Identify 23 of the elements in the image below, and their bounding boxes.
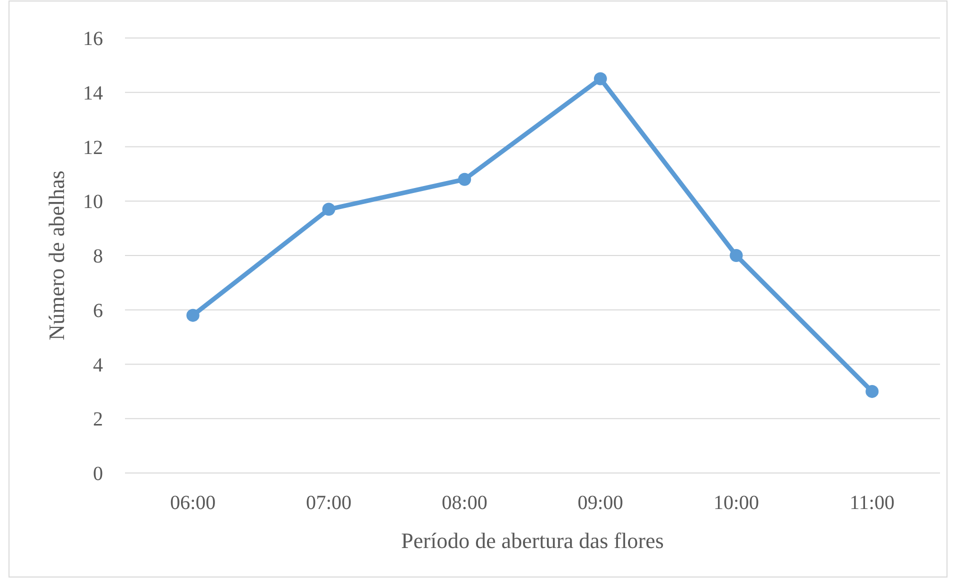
point bbox=[458, 172, 472, 186]
x-tick-label: 07:00 bbox=[306, 492, 352, 514]
point bbox=[322, 202, 336, 216]
y-axis-title: Número de abelhas bbox=[44, 170, 69, 340]
y-tick-label: 0 bbox=[93, 463, 103, 485]
y-tick-label: 6 bbox=[93, 300, 103, 322]
x-tick-label: 09:00 bbox=[578, 492, 624, 514]
y-tick-label: 12 bbox=[83, 136, 103, 159]
point bbox=[866, 384, 879, 398]
x-tick-label: 11:00 bbox=[850, 492, 894, 514]
point bbox=[730, 249, 743, 262]
point bbox=[594, 72, 607, 86]
y-tick-label: 4 bbox=[93, 354, 103, 376]
point bbox=[186, 308, 200, 322]
y-tick-label: 8 bbox=[93, 246, 103, 268]
y-tick-label: 16 bbox=[83, 28, 103, 50]
x-tick-label: 10:00 bbox=[713, 492, 760, 514]
y-tick-label: 10 bbox=[83, 191, 103, 214]
y-tick-label: 14 bbox=[83, 82, 103, 104]
x-tick-label: 08:00 bbox=[442, 492, 488, 514]
y-tick-label: 2 bbox=[93, 408, 103, 431]
x-axis-title: Período de abertura das flores bbox=[401, 528, 664, 553]
x-tick-label: 06:00 bbox=[170, 492, 216, 514]
